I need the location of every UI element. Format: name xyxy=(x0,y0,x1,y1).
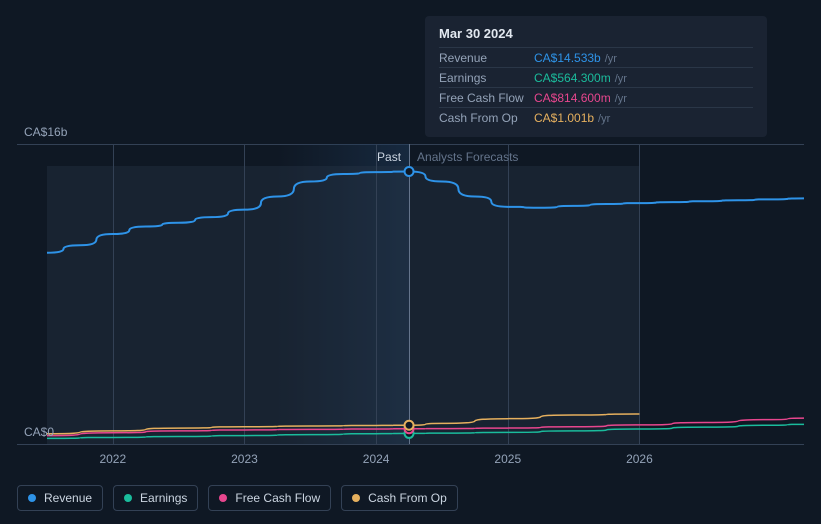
tooltip-date: Mar 30 2024 xyxy=(439,26,753,47)
tooltip-value: CA$814.600m xyxy=(534,91,611,105)
y-axis-tick-min: CA$0 xyxy=(24,425,54,439)
legend-dot xyxy=(352,494,360,502)
legend-label: Cash From Op xyxy=(368,491,447,505)
legend-label: Earnings xyxy=(140,491,187,505)
tooltip-row-cfo: Cash From Op CA$1.001b /yr xyxy=(439,107,753,127)
tooltip-value: CA$14.533b xyxy=(534,51,601,65)
gridline-bottom xyxy=(17,444,804,445)
tooltip-unit: /yr xyxy=(615,93,627,105)
tooltip-unit: /yr xyxy=(605,53,617,65)
tooltip-unit: /yr xyxy=(598,113,610,125)
tooltip-value: CA$1.001b xyxy=(534,111,594,125)
section-label-forecast: Analysts Forecasts xyxy=(417,150,518,164)
tooltip-unit: /yr xyxy=(615,73,627,85)
legend-item-fcf[interactable]: Free Cash Flow xyxy=(208,485,331,511)
chart-svg xyxy=(17,144,804,444)
legend-item-earnings[interactable]: Earnings xyxy=(113,485,198,511)
x-axis-tick: 2026 xyxy=(626,452,653,466)
legend-dot xyxy=(219,494,227,502)
tooltip-label: Revenue xyxy=(439,51,534,65)
series-marker-revenue xyxy=(405,167,414,176)
section-label-past: Past xyxy=(377,150,401,164)
legend: Revenue Earnings Free Cash Flow Cash Fro… xyxy=(17,485,458,511)
legend-dot xyxy=(124,494,132,502)
x-axis-tick: 2024 xyxy=(363,452,390,466)
series-line-revenue xyxy=(47,172,804,253)
series-marker-cfo xyxy=(405,421,414,430)
tooltip-row-fcf: Free Cash Flow CA$814.600m /yr xyxy=(439,87,753,107)
legend-label: Revenue xyxy=(44,491,92,505)
tooltip-label: Cash From Op xyxy=(439,111,534,125)
tooltip-label: Earnings xyxy=(439,71,534,85)
tooltip-label: Free Cash Flow xyxy=(439,91,534,105)
chart-tooltip: Mar 30 2024 Revenue CA$14.533b /yr Earni… xyxy=(425,16,767,137)
legend-item-revenue[interactable]: Revenue xyxy=(17,485,103,511)
x-axis-tick: 2022 xyxy=(99,452,126,466)
y-axis-tick-max: CA$16b xyxy=(24,125,67,139)
tooltip-row-revenue: Revenue CA$14.533b /yr xyxy=(439,47,753,67)
legend-item-cfo[interactable]: Cash From Op xyxy=(341,485,458,511)
legend-dot xyxy=(28,494,36,502)
tooltip-row-earnings: Earnings CA$564.300m /yr xyxy=(439,67,753,87)
x-axis-tick: 2025 xyxy=(494,452,521,466)
tooltip-value: CA$564.300m xyxy=(534,71,611,85)
x-axis-tick: 2023 xyxy=(231,452,258,466)
legend-label: Free Cash Flow xyxy=(235,491,320,505)
